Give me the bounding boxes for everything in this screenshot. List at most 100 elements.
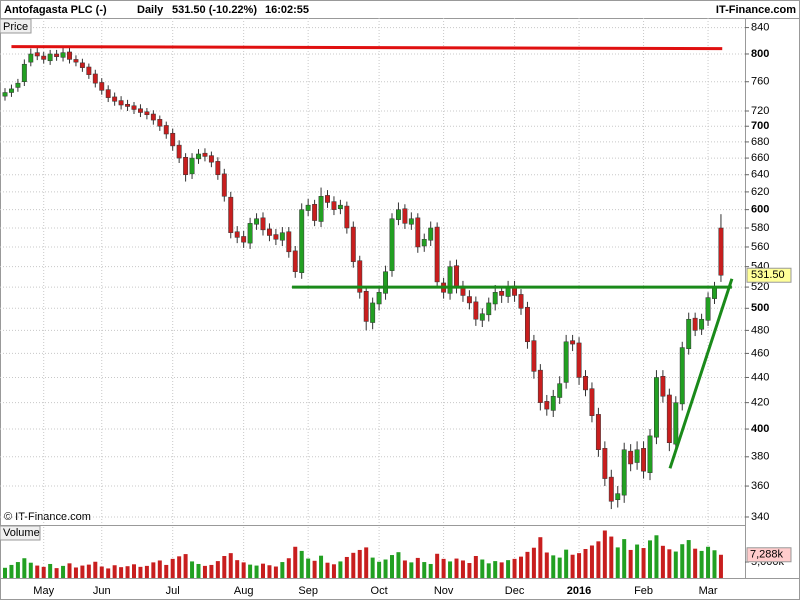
- candle-body: [705, 297, 711, 321]
- candle-body: [466, 296, 472, 304]
- candle-body: [492, 292, 498, 305]
- candle-body: [692, 317, 698, 331]
- volume-bar: [570, 554, 575, 578]
- last-price-box: [746, 267, 792, 283]
- volume-bar: [441, 558, 446, 578]
- volume-bar: [480, 559, 485, 578]
- candle-body: [454, 265, 459, 288]
- volume-bar: [15, 562, 20, 578]
- volume-bar: [589, 545, 594, 578]
- time: 16:02:55: [265, 4, 309, 16]
- candle-body: [479, 313, 485, 321]
- y-tick-label: 360: [751, 480, 769, 492]
- x-tick-label: Sep: [298, 585, 318, 597]
- volume-bar: [525, 551, 530, 578]
- volume-bar: [422, 562, 427, 578]
- volume-bar: [706, 546, 711, 578]
- volume-bar: [119, 567, 124, 578]
- volume-bar: [299, 550, 304, 578]
- volume-bar: [241, 562, 246, 578]
- candle-body: [241, 236, 247, 243]
- volume-bar: [680, 544, 685, 578]
- volume-bar: [615, 547, 620, 578]
- candle-body: [428, 227, 434, 241]
- y-tick-label: 380: [751, 451, 769, 463]
- volume-bar: [564, 549, 569, 578]
- y-tick-label: 480: [751, 324, 769, 336]
- volume-bar: [609, 536, 614, 578]
- candle-body: [660, 375, 666, 397]
- candle-body: [602, 448, 608, 479]
- candle-body: [563, 341, 569, 383]
- candle-body: [60, 52, 66, 58]
- volume-bar: [473, 556, 478, 578]
- candle-body: [608, 476, 614, 502]
- volume-bar: [383, 559, 388, 578]
- volume-bar: [254, 565, 259, 578]
- volume-bar: [125, 566, 130, 578]
- last-volume-box: [746, 547, 792, 563]
- volume-bar: [486, 563, 491, 578]
- candle-body: [344, 205, 350, 229]
- volume-bar: [273, 566, 278, 578]
- x-tick-label: Oct: [371, 585, 388, 597]
- volume-bar: [151, 562, 156, 578]
- y-tick-label: 560: [751, 241, 769, 253]
- panel-label-box: [0, 525, 41, 541]
- volume-bar: [583, 548, 588, 578]
- candle-body: [415, 217, 421, 248]
- trend-line: [668, 278, 734, 469]
- candle-body: [41, 55, 47, 60]
- candle-body: [138, 108, 143, 113]
- candle-body: [79, 62, 85, 68]
- volume-bar: [712, 550, 717, 578]
- candle-body: [576, 342, 582, 378]
- candle-body: [318, 196, 324, 222]
- source: IT-Finance.com: [716, 4, 796, 16]
- candle-body: [389, 218, 395, 271]
- candle-body: [150, 113, 156, 121]
- volume-bar: [370, 557, 375, 578]
- candle-body: [350, 226, 356, 262]
- y-tick-label: 420: [751, 397, 769, 409]
- volume-bar: [390, 555, 394, 578]
- y-tick-label: 620: [751, 186, 769, 198]
- y-tick-label: 520: [751, 281, 769, 293]
- volume-bar: [235, 560, 240, 578]
- volume-bar: [22, 558, 27, 578]
- candle-body: [299, 209, 305, 273]
- volume-bar: [196, 563, 201, 578]
- volume-bar: [577, 553, 582, 578]
- y-tick-label: 840: [751, 21, 769, 33]
- volume-bar: [144, 565, 149, 578]
- candle-body: [396, 209, 401, 220]
- volume-bar: [512, 558, 517, 578]
- y-tick-label: 440: [751, 371, 769, 383]
- volume-bar: [99, 566, 104, 578]
- candle-body: [331, 201, 337, 210]
- candle-body: [537, 369, 543, 403]
- candle-body: [654, 377, 659, 438]
- y-tick-label: 600: [751, 204, 769, 216]
- candle-body: [499, 291, 505, 296]
- candle-body: [595, 414, 601, 450]
- volume-bar: [325, 562, 330, 578]
- volume-bar: [641, 548, 646, 578]
- y-tick-label: 680: [751, 136, 769, 148]
- volume-bar: [551, 555, 556, 578]
- volume-label: Volume: [3, 527, 40, 539]
- candle-body: [215, 161, 221, 175]
- candle-body: [518, 294, 524, 309]
- candle-body: [125, 104, 130, 107]
- candle-body: [34, 52, 40, 57]
- candle-body: [157, 119, 163, 127]
- volume-bar: [531, 547, 536, 578]
- volume-bar: [338, 561, 343, 578]
- volume-bar: [267, 565, 272, 578]
- volume-bar: [596, 541, 601, 578]
- volume-bar: [602, 530, 607, 578]
- candle-body: [247, 223, 253, 244]
- candle-body: [286, 231, 292, 253]
- candle-body: [176, 144, 182, 159]
- candle-body: [615, 493, 621, 501]
